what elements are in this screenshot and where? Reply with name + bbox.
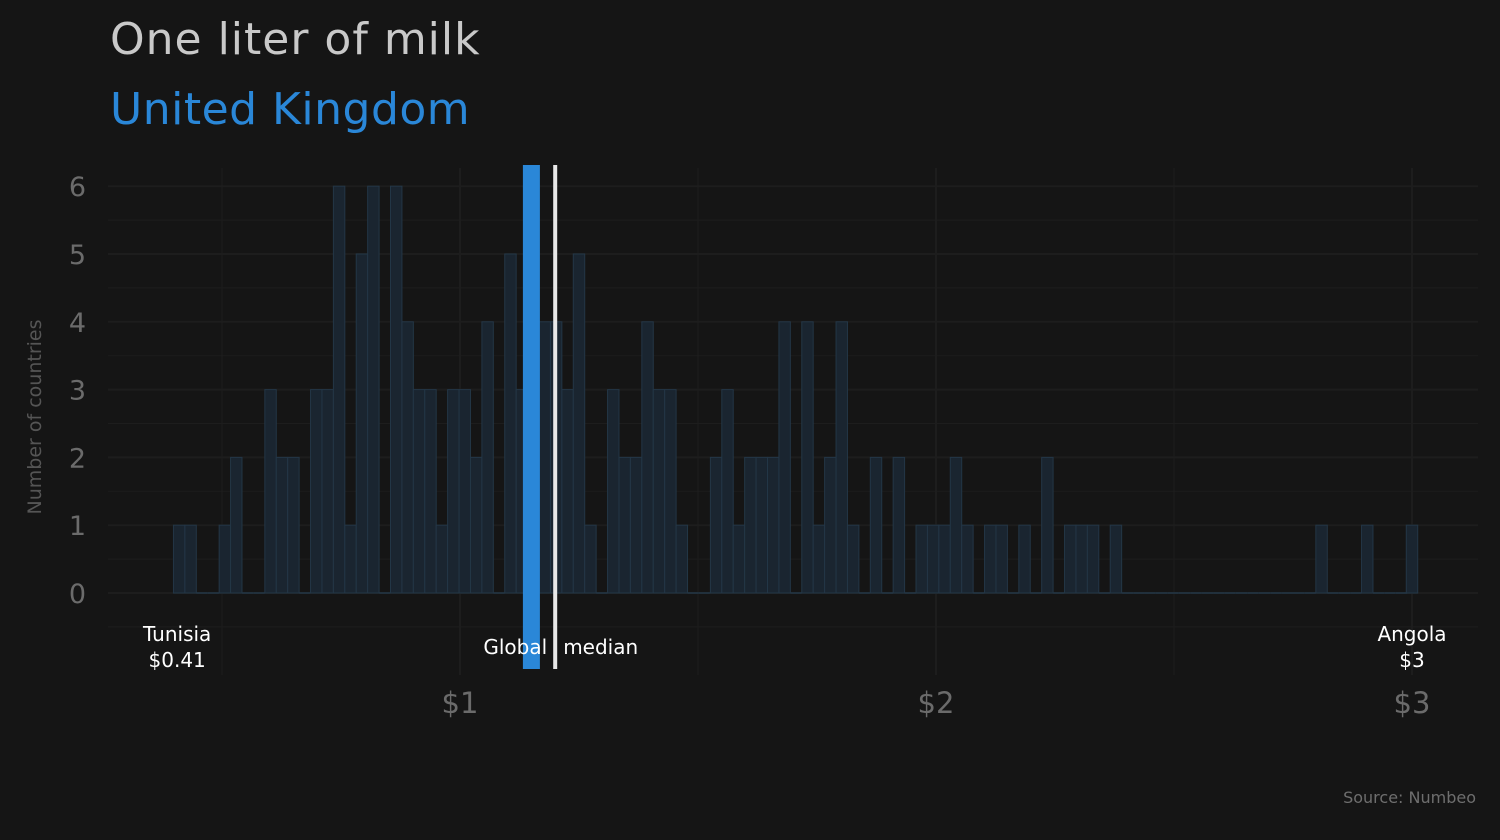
histogram-bar (755, 456, 768, 594)
histogram-bar (835, 321, 848, 594)
histogram-bar (869, 456, 883, 594)
histogram-bar (504, 253, 517, 594)
histogram-bar (172, 524, 186, 594)
histogram-bar (675, 524, 689, 594)
histogram-bar (344, 524, 357, 594)
annotations: Global median Tunisia $0.41 Angola $3 (142, 622, 1447, 672)
histogram-bar (458, 389, 471, 594)
histogram-bar (629, 456, 643, 594)
global-median-label-right: median (563, 635, 638, 659)
histogram-bar (938, 524, 951, 594)
histogram-bar (984, 524, 997, 594)
histogram-bar (1405, 524, 1419, 594)
histogram-bar (801, 321, 814, 594)
chart-subtitle: United Kingdom (110, 84, 471, 135)
histogram-bar (652, 389, 666, 594)
histogram-bar (310, 389, 323, 594)
histogram-bar (926, 524, 940, 594)
histogram-bar (1109, 524, 1123, 594)
y-tick-label: 0 (69, 579, 86, 610)
histogram-bar (949, 456, 963, 594)
histogram-bar (264, 389, 277, 594)
histogram-bar (584, 524, 597, 594)
histogram-bar (390, 185, 403, 594)
histogram-bar (538, 321, 551, 594)
histogram-bar (744, 456, 757, 594)
histogram-bar (447, 389, 460, 594)
annotation-max-price: $3 (1399, 648, 1424, 672)
histogram-bar (846, 524, 860, 594)
histogram-bar (321, 389, 334, 594)
histogram-bar (218, 524, 232, 594)
histogram-bar (355, 253, 369, 594)
histogram-bar (892, 456, 906, 594)
annotation-min-country: Tunisia (142, 622, 211, 646)
histogram-bar (561, 389, 574, 594)
histogram-bar (1361, 524, 1374, 594)
y-tick-label: 5 (69, 240, 86, 271)
histogram-bar (721, 389, 734, 594)
reference-lines (522, 165, 558, 669)
y-axis-tick-labels: 0 1 2 3 4 5 6 (69, 172, 86, 610)
histogram-bar (618, 456, 631, 594)
histogram-bar (1041, 456, 1054, 594)
y-axis-label: Number of countries (24, 319, 46, 514)
histogram-bar (287, 456, 300, 594)
histogram-bar (1086, 524, 1100, 594)
global-median-label-left: Global (483, 635, 547, 659)
annotation-min-price: $0.41 (149, 648, 206, 672)
histogram-bar (709, 456, 723, 594)
highlight-country-line (522, 165, 540, 669)
histogram-bar (961, 524, 974, 594)
histogram-bar (641, 321, 654, 594)
histogram-bar (435, 524, 449, 594)
global-median-line (553, 165, 558, 669)
histogram-bar (230, 456, 243, 594)
histogram-bar (367, 185, 380, 594)
histogram-bar (424, 389, 437, 594)
y-tick-label: 4 (69, 308, 86, 339)
histogram-bar (572, 253, 586, 594)
histogram-bar (1075, 524, 1088, 594)
y-tick-label: 6 (69, 172, 86, 203)
y-tick-label: 1 (69, 511, 86, 542)
y-tick-label: 3 (69, 376, 86, 407)
histogram-bar (401, 321, 414, 594)
y-tick-label: 2 (69, 443, 86, 474)
histogram-bar (664, 389, 677, 594)
x-tick-label: $2 (918, 686, 955, 720)
histogram-bar (1064, 524, 1077, 594)
histogram-bar (184, 524, 197, 594)
chart-title: One liter of milk (110, 14, 481, 65)
histogram-bar (766, 456, 780, 594)
x-tick-label: $3 (1394, 686, 1431, 720)
histogram-bar (824, 456, 837, 594)
x-tick-label: $1 (442, 686, 479, 720)
histogram-bar (732, 524, 746, 594)
histogram-bar (607, 389, 620, 594)
histogram-bar (469, 456, 483, 594)
histogram-bar (412, 389, 426, 594)
histogram-bar (1018, 524, 1031, 594)
x-axis-tick-labels: $1 $2 $3 (442, 686, 1431, 720)
annotation-max-country: Angola (1377, 622, 1446, 646)
histogram-bar (332, 185, 346, 594)
histogram-bar (1315, 524, 1328, 594)
source-note: Source: Numbeo (1343, 788, 1476, 807)
histogram-bar (275, 456, 289, 594)
histogram-bar (812, 524, 826, 594)
histogram-bar (915, 524, 928, 594)
histogram-bar (481, 321, 494, 594)
histogram-bar (778, 321, 791, 594)
histogram-bar (995, 524, 1008, 594)
